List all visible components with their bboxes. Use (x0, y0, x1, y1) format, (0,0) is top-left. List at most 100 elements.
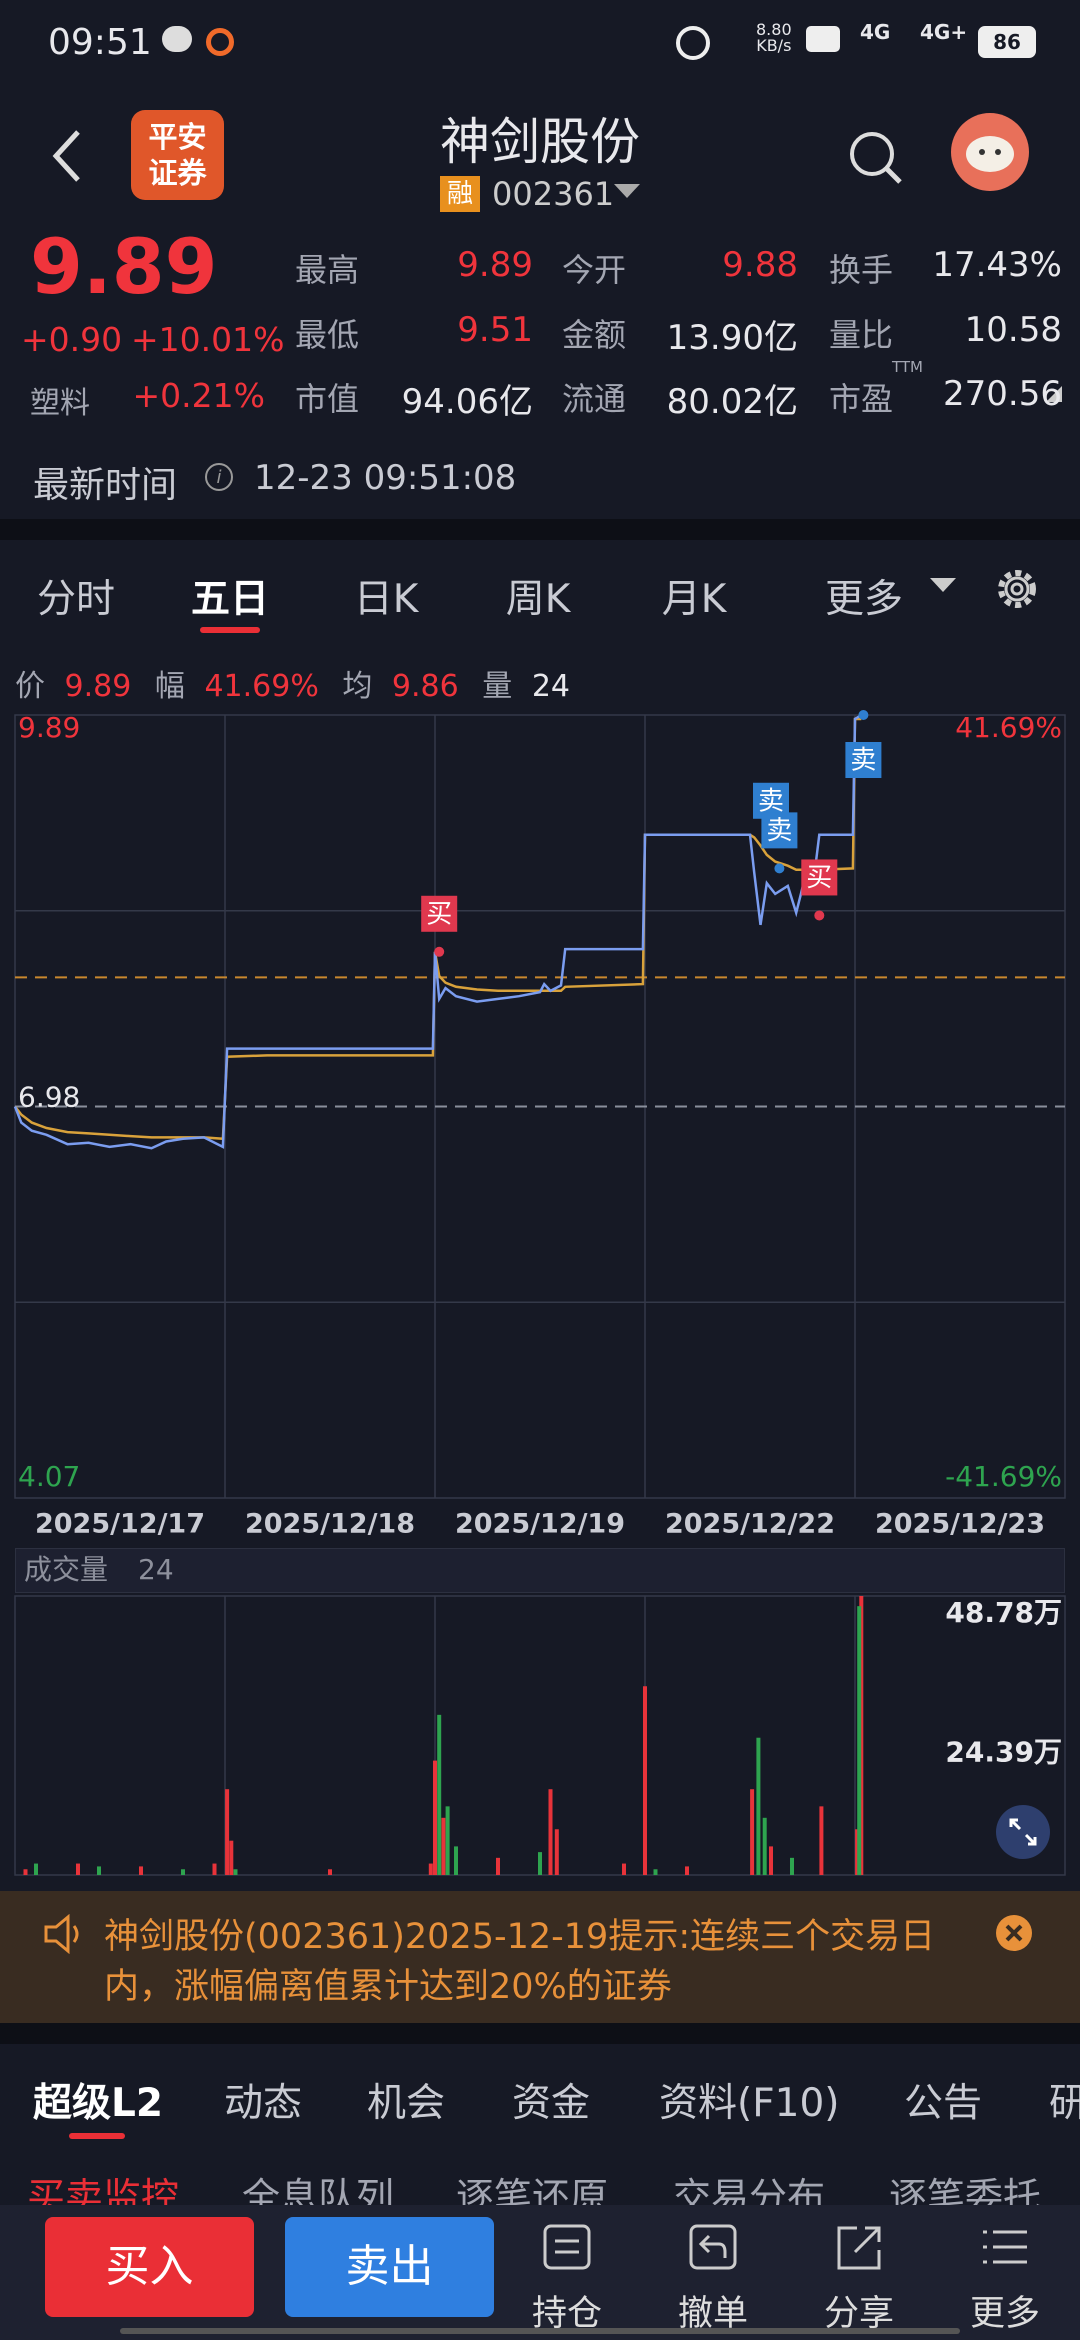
stat-value: 270.56 (943, 374, 1062, 414)
nav-icon (543, 2224, 591, 2270)
period-tab[interactable]: 更多 (824, 577, 903, 622)
y-tick-label: 6.98 (18, 1081, 80, 1114)
trade-point (814, 910, 825, 921)
period-tab[interactable]: 五日 (190, 577, 269, 622)
nav-label[interactable]: 更多 (969, 2294, 1040, 2334)
stat-value: 80.02亿 (666, 382, 798, 422)
volume-bar (225, 1789, 230, 1875)
broker-logo[interactable]: 平安 证券 (131, 110, 224, 200)
label: 均 (342, 669, 373, 704)
period-tab[interactable]: 日K (353, 577, 419, 622)
volume-bar (454, 1846, 458, 1875)
chart-info: 价 9.89 幅 41.69% 均 9.86 量 24 (15, 661, 570, 705)
volume-bar (643, 1686, 647, 1875)
ttm-mark: TTM (892, 358, 924, 376)
info-icon[interactable]: i (203, 461, 235, 493)
volume-bar (622, 1863, 626, 1875)
detail-tab[interactable]: 超级L2 (33, 2081, 163, 2126)
buy-button[interactable]: 买入 (45, 2217, 254, 2317)
price-line (13, 713, 862, 1150)
detail-tab[interactable]: 研 (1049, 2081, 1080, 2126)
nav-label[interactable]: 分享 (823, 2294, 894, 2334)
price-line (14, 717, 862, 1141)
volume-bar (855, 1829, 860, 1875)
battery: 86 (978, 26, 1036, 58)
sell-button[interactable]: 卖出 (285, 2217, 494, 2317)
notice-banner[interactable] (0, 1891, 1080, 2023)
detail-tab[interactable]: 机会 (367, 2081, 446, 2126)
sub-tab[interactable]: 买卖监控 (27, 2175, 180, 2205)
stat-value: 10.58 (964, 310, 1062, 350)
speed: 8.80 (756, 20, 792, 39)
x-tick-label: 2025/12/23 (875, 1509, 1045, 1540)
more-dropdown[interactable] (930, 578, 956, 596)
value: 9.86 (391, 669, 459, 704)
period-tab[interactable]: 月K (661, 577, 727, 622)
nav-icon (689, 2224, 737, 2270)
stat-label: 市盈 (829, 380, 894, 418)
divider (0, 519, 1080, 540)
volume-bar (496, 1857, 500, 1875)
trade-marker (761, 812, 798, 849)
trade-marker-text: 买 (426, 899, 452, 929)
notice-line: 内，涨幅偏离值累计达到20%的证券 (104, 1967, 672, 2007)
back-button[interactable] (48, 128, 88, 184)
tab-underline (69, 2133, 125, 2139)
notice-line: 神剑股份(002361)2025-12-19提示:连续三个交易日 (104, 1917, 936, 1957)
detail-tab[interactable]: 资金 (512, 2081, 591, 2126)
period-tab[interactable]: 周K (505, 577, 571, 622)
volume-bar (76, 1863, 80, 1875)
logo-line: 证券 (148, 156, 207, 190)
period-tab[interactable]: 分时 (36, 577, 115, 622)
sub-tab[interactable]: 逐笔还原 (456, 2175, 609, 2205)
value: 24 (531, 669, 570, 704)
notify-icon (206, 28, 234, 56)
trade-marker-text: 卖 (766, 816, 792, 846)
notice-close[interactable] (995, 1914, 1033, 1952)
sub-tab[interactable]: 交易分布 (673, 2175, 826, 2205)
code-dropdown[interactable] (614, 184, 640, 202)
stat-label: 最高 (295, 251, 360, 289)
volume-bar (328, 1869, 332, 1875)
avatar[interactable] (950, 112, 1030, 192)
logo-line: 平安 (148, 120, 207, 154)
stock-name: 神剑股份 (440, 113, 640, 171)
sub-tab[interactable]: 逐笔委托 (889, 2175, 1042, 2205)
volume-bar (756, 1737, 761, 1875)
x-tick-label: 2025/12/19 (455, 1509, 625, 1540)
sub-tabs: 买卖监控 全息队列 逐笔还原 交易分布 逐笔委托 (0, 2160, 1080, 2205)
price-change-pct: +10.01% (131, 320, 285, 359)
fullscreen-button[interactable] (996, 1805, 1050, 1859)
y-tick-label: 48.78万 (945, 1596, 1062, 1629)
label: 量 (482, 669, 513, 704)
nav-label[interactable]: 撤单 (677, 2294, 748, 2334)
trade-point (434, 946, 445, 957)
network: 4G (860, 20, 891, 44)
stat-value: 94.06亿 (401, 382, 533, 422)
sector-name: 塑料 (30, 386, 90, 421)
trade-marker-text: 买 (806, 863, 832, 893)
settings-button[interactable] (994, 566, 1040, 612)
volume-bar (769, 1846, 773, 1875)
stat-value: 9.51 (457, 310, 533, 350)
volume-bar (97, 1866, 101, 1875)
nav-label[interactable]: 持仓 (531, 2294, 602, 2334)
detail-tab[interactable]: 公告 (904, 2081, 983, 2126)
search-button[interactable] (846, 128, 906, 188)
detail-tab[interactable]: 动态 (224, 2081, 303, 2126)
label: 幅 (154, 669, 185, 704)
volume-bar (445, 1806, 450, 1875)
volume-bar (181, 1869, 185, 1875)
detail-tab[interactable]: 资料(F10) (659, 2081, 840, 2126)
stat-label: 流通 (562, 380, 627, 418)
volume-bar (790, 1857, 794, 1875)
sub-tab[interactable]: 全息队列 (242, 2175, 395, 2205)
x-tick-label: 2025/12/17 (35, 1509, 205, 1540)
trade-marker (421, 895, 458, 932)
stat-label: 市值 (295, 380, 360, 418)
trade-marker-text: 卖 (850, 746, 876, 776)
volume-bar (653, 1869, 658, 1875)
volume-bar (229, 1840, 234, 1875)
hd-icon (806, 26, 840, 52)
